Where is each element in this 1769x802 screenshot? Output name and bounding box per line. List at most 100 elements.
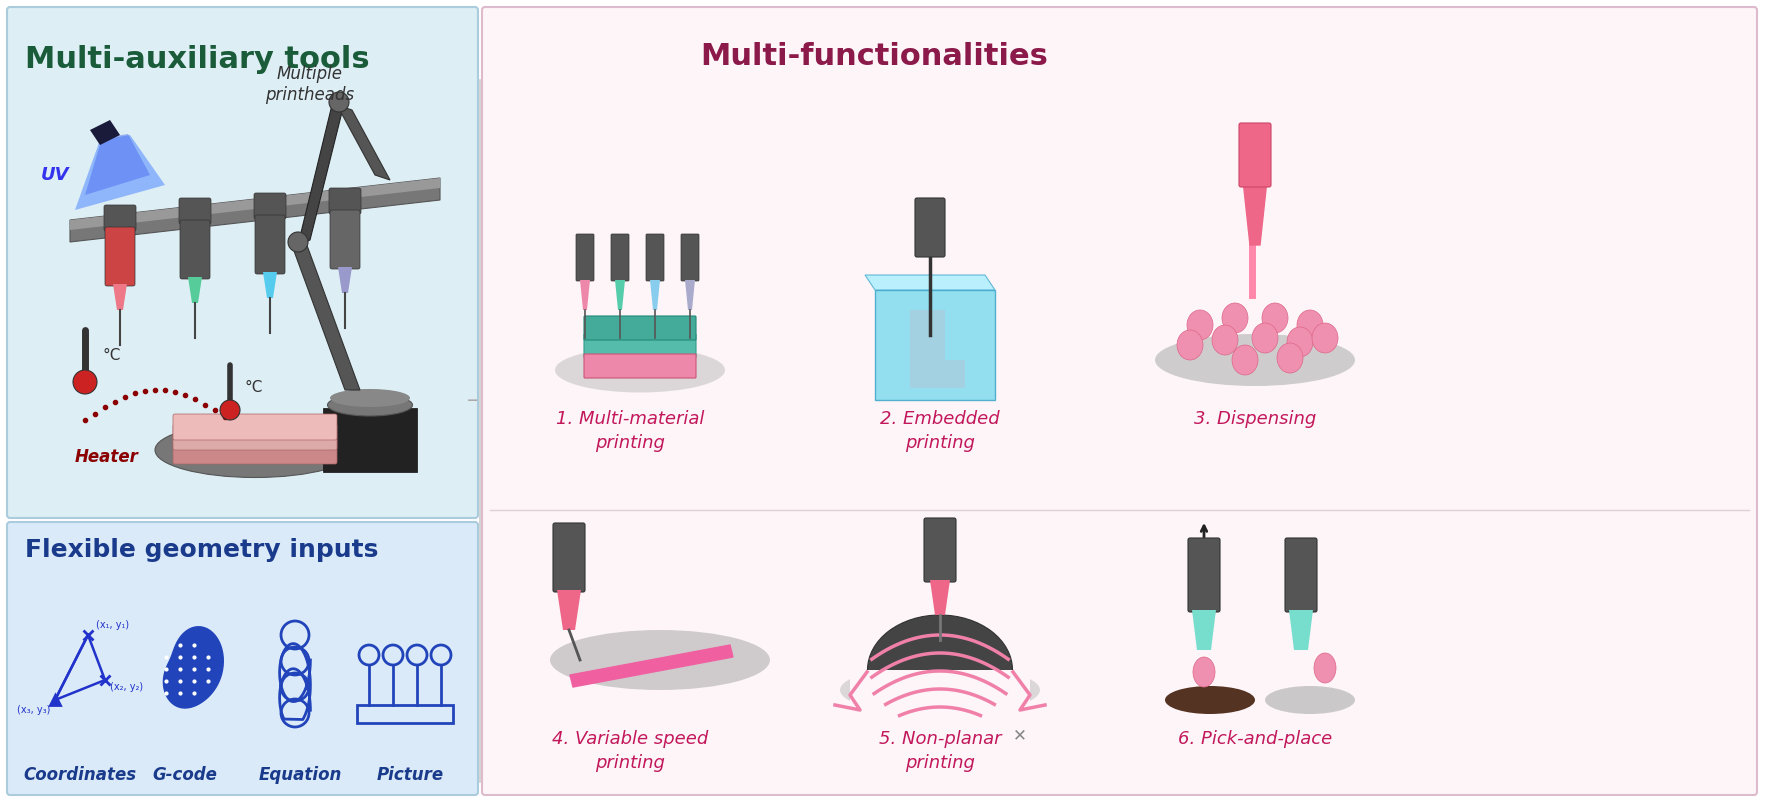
Polygon shape bbox=[930, 580, 950, 615]
Ellipse shape bbox=[550, 630, 770, 690]
Ellipse shape bbox=[1176, 330, 1203, 360]
Text: °C: °C bbox=[103, 347, 122, 363]
Ellipse shape bbox=[331, 389, 410, 407]
Ellipse shape bbox=[1231, 345, 1258, 375]
Ellipse shape bbox=[1212, 325, 1238, 355]
FancyBboxPatch shape bbox=[7, 522, 478, 795]
Text: (x₃, y₃): (x₃, y₃) bbox=[16, 705, 50, 715]
FancyBboxPatch shape bbox=[610, 234, 630, 281]
Text: Heater: Heater bbox=[74, 448, 140, 466]
Polygon shape bbox=[649, 280, 660, 310]
FancyBboxPatch shape bbox=[255, 193, 287, 219]
Ellipse shape bbox=[1297, 310, 1323, 340]
FancyBboxPatch shape bbox=[331, 210, 361, 269]
Polygon shape bbox=[163, 626, 223, 708]
Polygon shape bbox=[580, 280, 591, 310]
FancyBboxPatch shape bbox=[584, 334, 695, 358]
FancyBboxPatch shape bbox=[324, 408, 417, 472]
Polygon shape bbox=[557, 590, 580, 630]
FancyBboxPatch shape bbox=[923, 518, 955, 582]
Text: 3. Dispensing: 3. Dispensing bbox=[1194, 410, 1316, 428]
FancyBboxPatch shape bbox=[173, 414, 338, 440]
Ellipse shape bbox=[1166, 686, 1254, 714]
FancyBboxPatch shape bbox=[915, 198, 945, 257]
Polygon shape bbox=[338, 105, 389, 180]
Ellipse shape bbox=[1155, 334, 1355, 386]
Text: (x₂, y₂): (x₂, y₂) bbox=[110, 682, 143, 692]
FancyBboxPatch shape bbox=[584, 316, 695, 340]
Circle shape bbox=[329, 92, 348, 112]
Polygon shape bbox=[1290, 610, 1313, 650]
FancyBboxPatch shape bbox=[179, 198, 211, 224]
FancyBboxPatch shape bbox=[876, 290, 994, 400]
FancyBboxPatch shape bbox=[1189, 538, 1221, 612]
FancyBboxPatch shape bbox=[681, 234, 699, 281]
FancyBboxPatch shape bbox=[104, 205, 136, 231]
Polygon shape bbox=[909, 310, 966, 388]
Polygon shape bbox=[338, 267, 352, 293]
Polygon shape bbox=[264, 272, 278, 298]
FancyBboxPatch shape bbox=[577, 234, 594, 281]
Polygon shape bbox=[188, 277, 202, 303]
Text: 5. Non-planar
printing: 5. Non-planar printing bbox=[879, 730, 1001, 772]
Ellipse shape bbox=[1288, 327, 1313, 357]
Polygon shape bbox=[113, 284, 127, 310]
Ellipse shape bbox=[156, 423, 356, 477]
Text: –: – bbox=[467, 390, 478, 410]
Polygon shape bbox=[90, 120, 120, 145]
Ellipse shape bbox=[867, 615, 1012, 725]
Polygon shape bbox=[85, 134, 150, 195]
Ellipse shape bbox=[1252, 323, 1277, 353]
Ellipse shape bbox=[327, 394, 412, 416]
Ellipse shape bbox=[1261, 303, 1288, 333]
Text: 2. Embedded
printing: 2. Embedded printing bbox=[881, 410, 999, 452]
Circle shape bbox=[73, 370, 97, 394]
Text: Picture: Picture bbox=[377, 766, 444, 784]
FancyBboxPatch shape bbox=[584, 354, 695, 378]
Polygon shape bbox=[297, 100, 345, 245]
FancyBboxPatch shape bbox=[104, 227, 134, 286]
Ellipse shape bbox=[1192, 657, 1215, 687]
Polygon shape bbox=[71, 178, 440, 242]
Circle shape bbox=[219, 400, 241, 420]
Ellipse shape bbox=[1265, 686, 1355, 714]
FancyBboxPatch shape bbox=[329, 188, 361, 214]
Ellipse shape bbox=[1277, 343, 1304, 373]
FancyBboxPatch shape bbox=[180, 220, 211, 279]
Text: Coordinates: Coordinates bbox=[23, 766, 136, 784]
Polygon shape bbox=[685, 280, 695, 310]
Ellipse shape bbox=[1187, 310, 1214, 340]
FancyBboxPatch shape bbox=[1238, 123, 1270, 187]
FancyBboxPatch shape bbox=[646, 234, 663, 281]
Text: ✕: ✕ bbox=[1014, 726, 1028, 744]
Text: Flexible geometry inputs: Flexible geometry inputs bbox=[25, 538, 379, 562]
Text: UV: UV bbox=[41, 166, 69, 184]
Text: Multi-auxiliary tools: Multi-auxiliary tools bbox=[25, 45, 370, 74]
FancyBboxPatch shape bbox=[849, 670, 1030, 760]
Text: Equation: Equation bbox=[258, 766, 341, 784]
FancyBboxPatch shape bbox=[1284, 538, 1316, 612]
Polygon shape bbox=[290, 240, 361, 390]
Polygon shape bbox=[71, 178, 440, 230]
FancyBboxPatch shape bbox=[173, 438, 338, 464]
Polygon shape bbox=[570, 645, 732, 687]
Polygon shape bbox=[1192, 610, 1215, 650]
Ellipse shape bbox=[840, 665, 1040, 715]
Text: G-code: G-code bbox=[152, 766, 218, 784]
Polygon shape bbox=[1244, 180, 1267, 245]
Text: 6. Pick-and-place: 6. Pick-and-place bbox=[1178, 730, 1332, 748]
FancyBboxPatch shape bbox=[554, 523, 586, 592]
Text: 4. Variable speed
printing: 4. Variable speed printing bbox=[552, 730, 708, 772]
Polygon shape bbox=[616, 280, 624, 310]
Ellipse shape bbox=[1222, 303, 1247, 333]
Ellipse shape bbox=[555, 347, 725, 392]
Ellipse shape bbox=[1313, 323, 1337, 353]
Circle shape bbox=[288, 232, 308, 252]
Text: Multiple
printheads: Multiple printheads bbox=[265, 65, 354, 103]
Ellipse shape bbox=[1314, 653, 1336, 683]
Text: 1. Multi-material
printing: 1. Multi-material printing bbox=[555, 410, 704, 452]
Polygon shape bbox=[74, 135, 165, 210]
FancyBboxPatch shape bbox=[255, 215, 285, 274]
Polygon shape bbox=[865, 275, 994, 290]
Text: Multi-functionalities: Multi-functionalities bbox=[701, 42, 1047, 71]
